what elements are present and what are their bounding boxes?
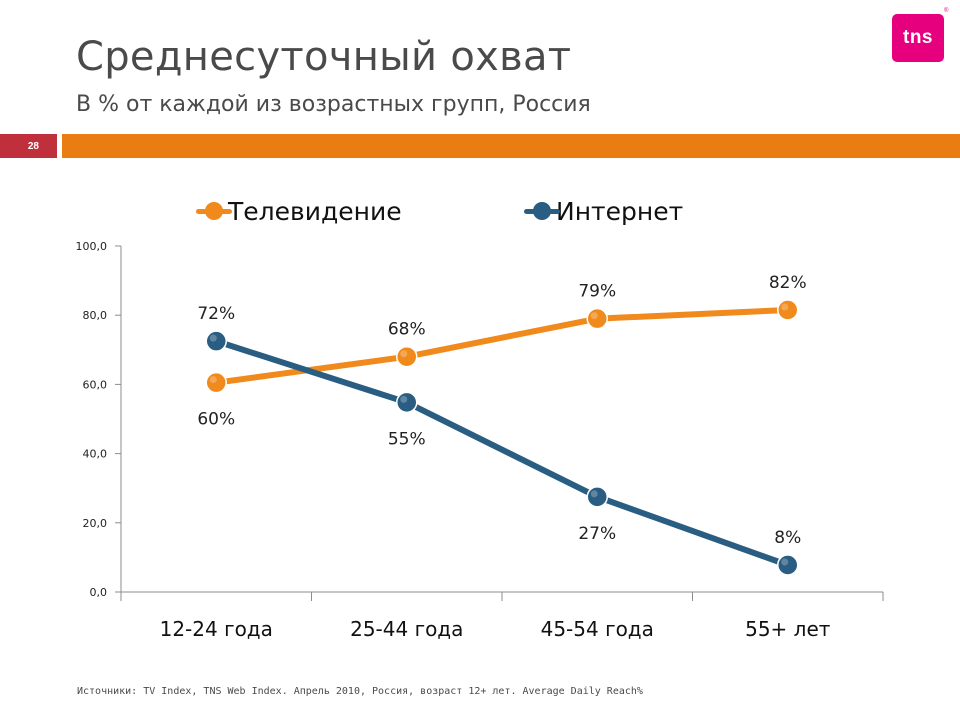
data-point-highlight — [209, 334, 217, 342]
x-tick-label: 25-44 года — [350, 617, 463, 641]
series-line-internet — [213, 338, 791, 569]
data-point-highlight — [590, 490, 598, 498]
logo-text: tns — [903, 27, 933, 48]
logo-trademark: ® — [944, 8, 949, 14]
y-tick-label: 100,0 — [76, 240, 108, 253]
header-accent-bar — [62, 134, 960, 158]
legend-item-internet: Интернет — [524, 194, 683, 228]
y-tick-label: 60,0 — [83, 378, 108, 391]
legend-item-tv: Телевидение — [196, 194, 402, 228]
data-point-highlight — [781, 558, 789, 566]
data-label-tv: 68% — [388, 320, 426, 340]
data-point-highlight — [590, 312, 598, 320]
page-number: 28 — [27, 140, 39, 152]
data-label-internet: 55% — [388, 429, 426, 449]
data-point-highlight — [400, 350, 408, 358]
data-point-highlight — [209, 376, 217, 384]
page-subtitle: В % от каждой из возрастных групп, Росси… — [76, 92, 591, 117]
data-point-internet — [205, 330, 227, 352]
y-tick-label: 80,0 — [83, 309, 108, 322]
y-tick-label: 0,0 — [90, 586, 108, 599]
data-label-tv: 60% — [197, 410, 235, 430]
legend-label-tv: Телевидение — [228, 196, 402, 226]
data-point-tv — [777, 299, 799, 321]
data-point-tv — [396, 345, 418, 368]
data-label-internet: 8% — [774, 528, 801, 548]
data-label-tv: 82% — [769, 273, 807, 293]
legend-marker-tv — [196, 202, 232, 220]
data-point-tv — [205, 371, 227, 394]
x-tick-label: 55+ лет — [745, 617, 831, 641]
legend-marker-internet — [524, 202, 560, 220]
data-label-internet: 72% — [197, 304, 235, 324]
data-point-highlight — [781, 303, 789, 311]
y-tick-label: 20,0 — [83, 517, 108, 530]
tns-logo: tns — [892, 14, 944, 62]
page-title: Среднесуточный охват — [76, 34, 572, 80]
y-tick-label: 40,0 — [83, 448, 108, 461]
legend-label-internet: Интернет — [556, 196, 684, 226]
source-note: Источники: TV Index, TNS Web Index. Апре… — [77, 686, 643, 697]
chart-legend: Телевидение Интернет — [0, 194, 960, 228]
data-point-tv — [586, 307, 608, 330]
data-point-internet — [396, 391, 418, 414]
data-label-internet: 27% — [578, 524, 616, 544]
data-label-tv: 79% — [578, 282, 616, 302]
page-number-badge: 28 — [0, 134, 57, 158]
data-point-internet — [586, 486, 608, 508]
x-tick-label: 12-24 года — [160, 617, 273, 641]
x-tick-label: 45-54 года — [541, 617, 654, 641]
data-point-internet — [777, 554, 799, 576]
data-point-highlight — [400, 395, 408, 403]
